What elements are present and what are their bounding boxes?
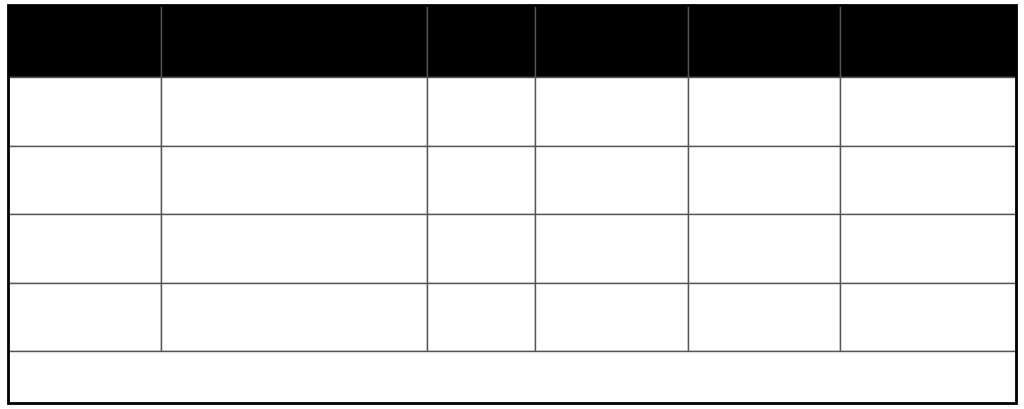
Text: IOPS: IOPS xyxy=(464,310,498,324)
Bar xyxy=(8,351,1016,403)
Text: Note:  All tests used FIO running on RedHat Enterprise Linux 8.6.: Note: All tests used FIO running on RedH… xyxy=(18,370,468,384)
Bar xyxy=(8,78,161,146)
Bar xyxy=(687,146,841,214)
Bar xyxy=(841,6,1016,78)
Bar xyxy=(841,283,1016,351)
Text: Metric: Metric xyxy=(58,34,111,49)
Text: MB/s: MB/s xyxy=(463,241,499,256)
Text: RAID5 Write
IOPS: RAID5 Write IOPS xyxy=(18,300,119,334)
Bar xyxy=(535,146,687,214)
Text: PERC 12: PERC 12 xyxy=(730,34,798,49)
Text: 200%: 200% xyxy=(907,104,949,119)
Bar xyxy=(841,78,1016,146)
Bar xyxy=(687,6,841,78)
Bar xyxy=(427,283,535,351)
Bar xyxy=(161,6,427,78)
Text: RAID5 Write
Bandwidth: RAID5 Write Bandwidth xyxy=(18,231,119,266)
Text: 10,474: 10,474 xyxy=(738,241,790,256)
Text: MB/s: MB/s xyxy=(463,104,499,119)
Bar xyxy=(161,214,427,283)
Text: 28,205: 28,205 xyxy=(738,104,790,119)
Bar xyxy=(841,146,1016,214)
Bar xyxy=(161,146,427,214)
Bar xyxy=(535,6,687,78)
Text: 275%: 275% xyxy=(907,310,949,324)
Text: 234%: 234% xyxy=(907,241,949,256)
Text: 100% 4K Random: 100% 4K Random xyxy=(171,173,301,188)
Text: 651,166: 651,166 xyxy=(734,310,794,324)
Text: PERC 11: PERC 11 xyxy=(577,34,645,49)
Bar xyxy=(841,214,1016,283)
Bar xyxy=(535,78,687,146)
Text: 100% 4K Random: 100% 4K Random xyxy=(171,310,301,324)
Text: 3,402,370: 3,402,370 xyxy=(574,173,648,188)
Bar xyxy=(427,78,535,146)
Bar xyxy=(8,214,161,283)
Text: Read IOPS: Read IOPS xyxy=(18,173,104,188)
Text: 4,469: 4,469 xyxy=(590,241,632,256)
Text: PERC 12
Improvement: PERC 12 Improvement xyxy=(872,25,984,59)
Bar xyxy=(535,283,687,351)
Text: Read
Bandwidth: Read Bandwidth xyxy=(18,95,106,129)
Bar xyxy=(687,214,841,283)
Bar xyxy=(161,78,427,146)
Text: IOPS: IOPS xyxy=(464,173,498,188)
Bar xyxy=(8,6,161,78)
Bar xyxy=(427,6,535,78)
Text: 200%: 200% xyxy=(907,173,949,188)
Text: Definition: Definition xyxy=(253,34,335,49)
Text: 100% 64K Sequential: 100% 64K Sequential xyxy=(171,104,329,119)
Bar xyxy=(535,214,687,283)
Text: 14,108: 14,108 xyxy=(586,104,637,119)
Bar xyxy=(161,283,427,351)
Bar xyxy=(687,283,841,351)
Bar xyxy=(427,214,535,283)
Text: 237,006: 237,006 xyxy=(581,310,641,324)
Text: 6,918,729: 6,918,729 xyxy=(727,173,801,188)
Bar xyxy=(8,146,161,214)
Bar xyxy=(687,78,841,146)
Bar xyxy=(427,146,535,214)
Bar xyxy=(8,283,161,351)
Text: 100% 64K Sequential: 100% 64K Sequential xyxy=(171,241,329,256)
Text: Units: Units xyxy=(459,34,503,49)
